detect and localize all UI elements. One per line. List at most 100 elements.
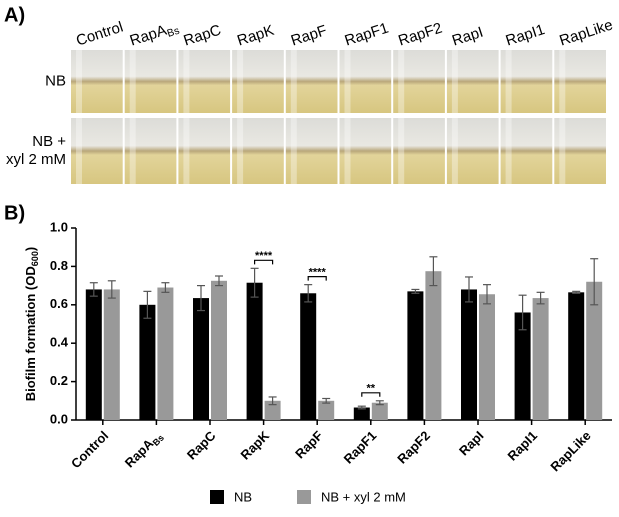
panel-label: B) [4,202,25,224]
column-label: RapLike [557,16,615,49]
legend-swatch [210,490,224,504]
x-tick-label: RapF [292,428,326,462]
x-tick-label: RapLike [547,428,593,474]
tube-highlight [451,118,458,184]
tube-photo [554,50,606,113]
tube-highlight [505,118,512,184]
significance-label: ** [367,383,376,395]
tube-highlight [76,118,82,184]
error-bar [268,396,277,406]
bar [514,312,531,420]
error-bar [197,285,205,312]
tube-photo [71,118,123,184]
tube-photo [446,118,499,184]
column-label: RapF1 [343,19,391,49]
error-bar [590,258,599,306]
x-tick-label: RapI1 [505,428,541,464]
x-tick-label: RapI [456,428,487,459]
y-axis-label-main: Biofilm formation (OD [23,266,38,401]
tube-highlight [237,50,244,113]
legend-label: NB + xyl 2 mM [321,489,406,504]
panel-label: A) [4,4,25,26]
bar [85,289,102,420]
column-label: RapF [289,22,329,50]
tube-photo [393,50,445,113]
tube-photo [178,50,231,113]
significance-label: **** [255,250,273,262]
tube-photo [285,50,338,113]
tube-highlight [129,50,136,113]
bar [211,280,227,420]
column-label: RapF2 [396,19,444,49]
y-tick-label: 0.4 [50,335,69,350]
error-bar [215,275,223,287]
tube-photo [393,118,445,184]
y-axis-label: Biofilm formation (OD600) [23,247,40,402]
bar [425,271,442,420]
significance-bracket [361,392,381,397]
error-bar [161,282,170,293]
column-label: Control [74,18,125,49]
bar [193,298,209,420]
error-bar [322,397,331,404]
tube-photo [124,118,177,184]
column-label: RapK [235,22,276,50]
legend-label: NB [234,489,252,504]
tube-highlight [290,50,297,113]
x-tick-label: RapK [238,428,273,463]
bar [318,400,335,420]
y-tick-label: 0.6 [50,296,68,311]
error-bar [357,405,366,410]
significance-bracket [307,276,327,281]
error-bar [375,400,384,406]
y-tick-label: 0.2 [50,373,68,388]
x-tick-label: Control [68,428,111,471]
y-tick-label: 1.0 [50,219,68,234]
bar [300,293,317,420]
column-label: RapC [181,22,223,50]
column-label: RapI1 [504,21,547,50]
error-bar [304,284,313,303]
bar [264,400,281,420]
bar [139,304,156,420]
y-tick-label: 0.8 [50,258,68,273]
tube-photo [232,118,284,184]
tube-photo [339,118,392,184]
tube-highlight [398,118,405,184]
tube-photo [500,118,553,184]
tube-highlight [398,50,405,113]
error-bar [518,294,527,331]
tube-highlight [76,50,82,113]
bar [371,402,388,420]
bar [586,281,603,420]
column-label: RapI [450,24,485,50]
error-bar [483,284,491,305]
tube-photo [446,50,499,113]
column-label-main: RapA [128,22,169,50]
error-bar [465,276,473,303]
bar [246,282,263,420]
tube-highlight [183,118,190,184]
y-axis-label-end: ) [23,247,38,251]
tube-highlight [344,50,351,113]
error-bar [143,290,152,319]
tube-highlight [237,118,244,184]
tube-highlight [129,118,136,184]
column-label: RapABs [128,18,181,51]
row-label: NB + [32,133,66,150]
tube-highlight [559,118,566,184]
row-label: xyl 2 mM [6,151,66,168]
significance-bracket [254,259,274,265]
x-tick-label: RapF2 [394,428,433,467]
tube-photo [500,50,553,113]
error-bar [89,282,98,297]
tube-highlight [290,118,297,184]
x-tick-label: RapF1 [341,428,380,467]
x-tick-label: RapABs [122,428,166,472]
tube-photo [178,118,231,184]
bar [407,291,424,420]
bar [568,292,585,420]
row-label: NB [45,72,66,89]
tube-highlight [183,50,190,113]
